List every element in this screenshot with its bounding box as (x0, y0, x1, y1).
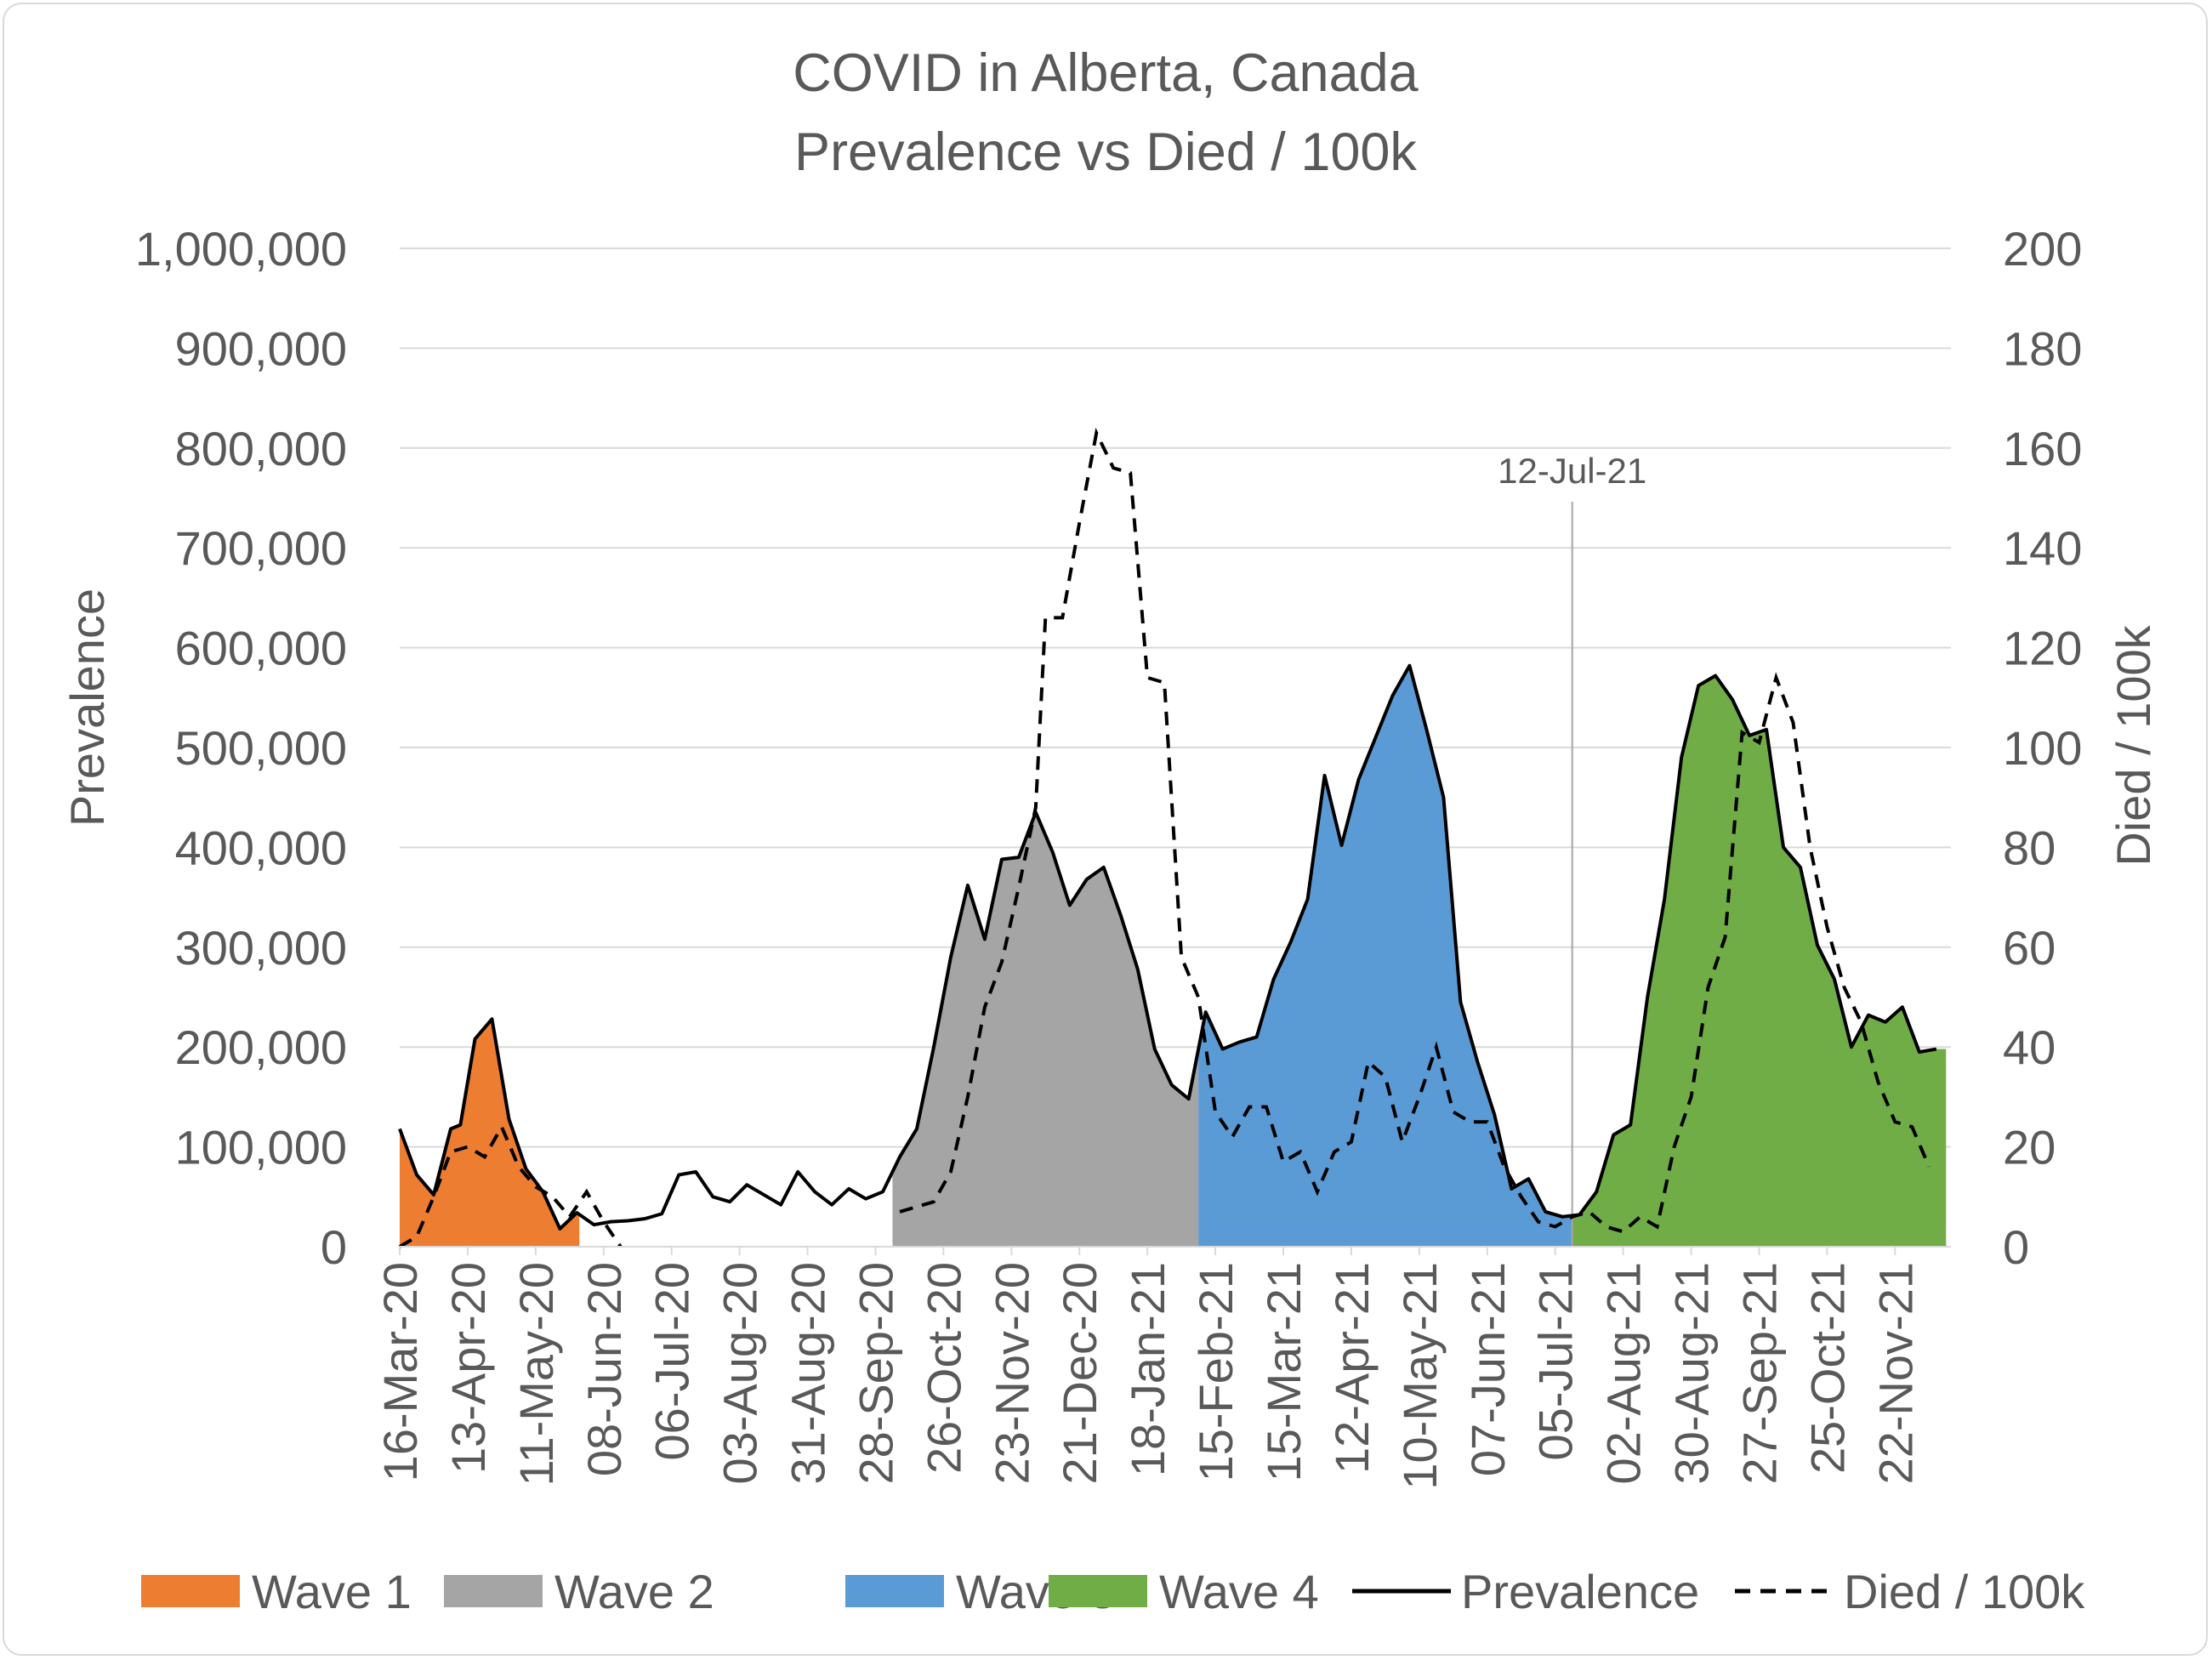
right-tick-label: 180 (2003, 321, 2082, 375)
left-tick-label: 800,000 (175, 422, 347, 475)
right-tick-label: 0 (2003, 1220, 2029, 1274)
right-tick-label: 20 (2003, 1121, 2056, 1174)
x-tick-label: 28-Sep-20 (849, 1262, 902, 1485)
right-tick-label: 140 (2003, 521, 2082, 575)
legend-swatch-4 (1049, 1575, 1147, 1607)
wave-area-3 (1198, 665, 1572, 1247)
chart-title-group: COVID in Alberta, Canada Prevalence vs D… (793, 43, 1419, 182)
x-tick-label: 06-Jul-20 (645, 1262, 699, 1460)
left-tick-label: 100,000 (175, 1121, 347, 1174)
left-tick-label: 700,000 (175, 521, 347, 575)
x-tick-label: 11-May-20 (509, 1262, 563, 1487)
left-axis-title: Prevalence (60, 588, 114, 827)
legend-label: Prevalence (1461, 1565, 1699, 1618)
right-tick-label: 40 (2003, 1020, 2056, 1074)
left-tick-label: 1,000,000 (135, 222, 347, 276)
x-tick-label: 16-Mar-20 (373, 1262, 427, 1481)
x-tick-label: 15-Mar-21 (1257, 1262, 1311, 1481)
x-tick-label: 31-Aug-20 (782, 1262, 835, 1485)
x-tick-label: 03-Aug-20 (714, 1262, 767, 1485)
left-tick-label: 0 (321, 1220, 347, 1274)
right-axis-ticks: 0 20 40 60 80 100 120 140 160 180 200 (2003, 222, 2082, 1274)
x-tick-label: 27-Sep-21 (1732, 1262, 1786, 1485)
x-tick-label: 13-Apr-20 (441, 1262, 495, 1474)
annotation-label: 12-Jul-21 (1498, 451, 1646, 491)
x-tick-label: 26-Oct-20 (917, 1262, 970, 1474)
left-axis-ticks: 0 100,000 200,000 300,000 400,000 500,000 600,… (135, 222, 347, 1274)
left-tick-label: 200,000 (175, 1020, 347, 1074)
legend-swatch-1 (141, 1575, 240, 1607)
wave-areas (400, 665, 1947, 1247)
left-tick-label: 400,000 (175, 821, 347, 874)
left-tick-label: 300,000 (175, 921, 347, 975)
left-tick-label: 500,000 (175, 721, 347, 775)
left-tick-label: 900,000 (175, 321, 347, 375)
prevalence-line (398, 663, 1937, 1231)
legend-swatch-3 (845, 1575, 944, 1607)
x-tick-label: 25-Oct-21 (1800, 1262, 1854, 1474)
x-tick-label: 15-Feb-21 (1189, 1262, 1242, 1481)
right-tick-label: 200 (2003, 222, 2082, 276)
right-tick-label: 120 (2003, 622, 2082, 675)
right-tick-label: 100 (2003, 721, 2082, 775)
x-tick-label: 18-Jan-21 (1121, 1262, 1174, 1476)
legend-label: Wave 4 (1159, 1565, 1319, 1618)
annotation-group: 12-Jul-21 (1498, 451, 1646, 1247)
chart-title-line-2: Prevalence vs Died / 100k (794, 122, 1417, 182)
died-per-100k-line-segment-1 (398, 1123, 623, 1248)
legend-label: Wave 1 (252, 1565, 412, 1618)
wave-area-1 (400, 1019, 580, 1247)
x-tick-label: 12-Apr-21 (1325, 1262, 1379, 1474)
legend-label: Wave 2 (554, 1565, 714, 1618)
x-tick-label: 08-Jun-20 (577, 1262, 631, 1476)
right-axis-title: Died / 100k (2107, 624, 2160, 866)
died-per-100k-line-segment-2 (899, 427, 1931, 1234)
legend-swatch-2 (444, 1575, 543, 1607)
legend-label: Died / 100k (1844, 1565, 2085, 1618)
right-tick-label: 160 (2003, 422, 2082, 475)
x-axis-ticks: 16-Mar-20 13-Apr-20 11-May-20 08-Jun-20 06-J… (373, 1246, 1951, 1490)
right-tick-label: 60 (2003, 921, 2056, 975)
x-tick-label: 02-Aug-21 (1597, 1262, 1651, 1485)
x-tick-label: 23-Nov-20 (985, 1262, 1038, 1484)
x-tick-label: 30-Aug-21 (1665, 1262, 1719, 1485)
x-tick-label: 05-Jul-21 (1529, 1262, 1583, 1460)
x-tick-label: 07-Jun-21 (1461, 1262, 1515, 1476)
wave-area-4 (1572, 675, 1947, 1247)
legend: Wave 1 Wave 2 Wave 3 Wave 4 Prevalence Died /… (141, 1565, 2085, 1618)
series-lines (398, 427, 1937, 1248)
chart-title-line-1: COVID in Alberta, Canada (793, 43, 1419, 103)
left-tick-label: 600,000 (175, 622, 347, 675)
x-tick-label: 21-Dec-20 (1053, 1262, 1106, 1484)
x-tick-label: 10-May-21 (1393, 1262, 1447, 1490)
chart-frame (3, 3, 2208, 1656)
right-tick-label: 80 (2003, 821, 2056, 874)
x-tick-label: 22-Nov-21 (1868, 1262, 1922, 1484)
